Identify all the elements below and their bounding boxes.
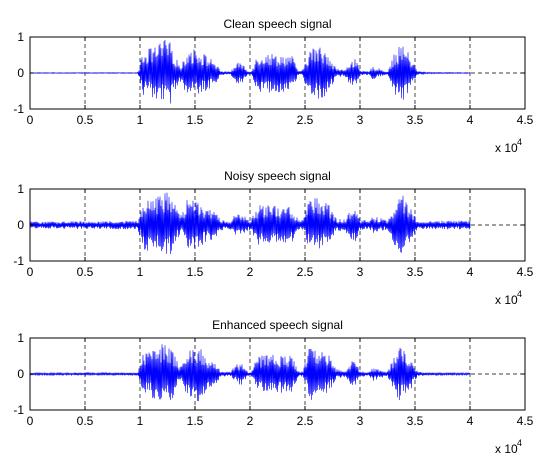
y-tick-label: -1: [13, 102, 24, 116]
y-tick-label: 0: [17, 66, 24, 80]
x-tick-label: 0: [27, 265, 34, 279]
x-tick-label: 4: [467, 414, 474, 428]
y-tick-label: -1: [13, 254, 24, 268]
x-exponent-power: 4: [517, 289, 522, 299]
x-tick-label: 0.5: [77, 265, 94, 279]
x-tick-label: 2.5: [297, 113, 314, 127]
x-tick-label: 3.5: [407, 113, 424, 127]
signal-waveform: [29, 192, 471, 255]
subplot-2: Noisy speech signal 0 0.5 1 1.5 2 2.5 3 3.5 4 4.5 -…: [13, 169, 533, 307]
x-tick-label: 4.5: [517, 113, 534, 127]
x-tick-label: 4: [467, 265, 474, 279]
x-tick-label: 0: [27, 113, 34, 127]
y-tick-label: 1: [17, 182, 24, 196]
x-tick-label: 3.5: [407, 414, 424, 428]
x-tick-label: 1: [137, 265, 144, 279]
x-tick-label: 1: [137, 414, 144, 428]
subplot-3: Enhanced speech signal 0 0.5 1 1.5 2 2.5 3 3.5 4 4…: [13, 318, 533, 456]
x-tick-label: 3: [357, 265, 364, 279]
subplot-title: Noisy speech signal: [224, 169, 331, 183]
subplot-1: Clean speech signal 0 0.5 1 1.5 2 2.5 3 3.5 4 4.5 -…: [13, 17, 533, 155]
x-exponent-power: 4: [517, 137, 522, 147]
x-tick-label: 0.5: [77, 414, 94, 428]
x-tick-label: 4.5: [517, 414, 534, 428]
x-tick-label: 1.5: [187, 265, 204, 279]
x-tick-label: 3: [357, 113, 364, 127]
x-tick-label: 1.5: [187, 113, 204, 127]
x-tick-label: 0.5: [77, 113, 94, 127]
x-exponent-label: x 10: [495, 293, 518, 307]
x-tick-label: 1.5: [187, 414, 204, 428]
signal-waveform: [29, 344, 471, 402]
x-tick-label: 3.5: [407, 265, 424, 279]
y-tick-label: -1: [13, 403, 24, 417]
x-exponent-label: x 10: [495, 442, 518, 456]
x-tick-label: 3: [357, 414, 364, 428]
x-tick-label: 1: [137, 113, 144, 127]
subplot-title: Enhanced speech signal: [212, 318, 343, 332]
x-exponent-label: x 10: [495, 141, 518, 155]
x-tick-label: 2: [247, 414, 254, 428]
subplot-title: Clean speech signal: [223, 17, 331, 31]
x-tick-label: 2: [247, 265, 254, 279]
x-tick-label: 0: [27, 414, 34, 428]
y-tick-label: 0: [17, 218, 24, 232]
x-exponent-power: 4: [517, 438, 522, 448]
y-tick-label: 0: [17, 367, 24, 381]
x-tick-label: 4: [467, 113, 474, 127]
y-tick-label: 1: [17, 331, 24, 345]
x-tick-label: 4.5: [517, 265, 534, 279]
signal-waveform: [29, 39, 471, 104]
x-tick-label: 2.5: [297, 414, 314, 428]
x-tick-label: 2: [247, 113, 254, 127]
y-tick-label: 1: [17, 30, 24, 44]
x-tick-label: 2.5: [297, 265, 314, 279]
